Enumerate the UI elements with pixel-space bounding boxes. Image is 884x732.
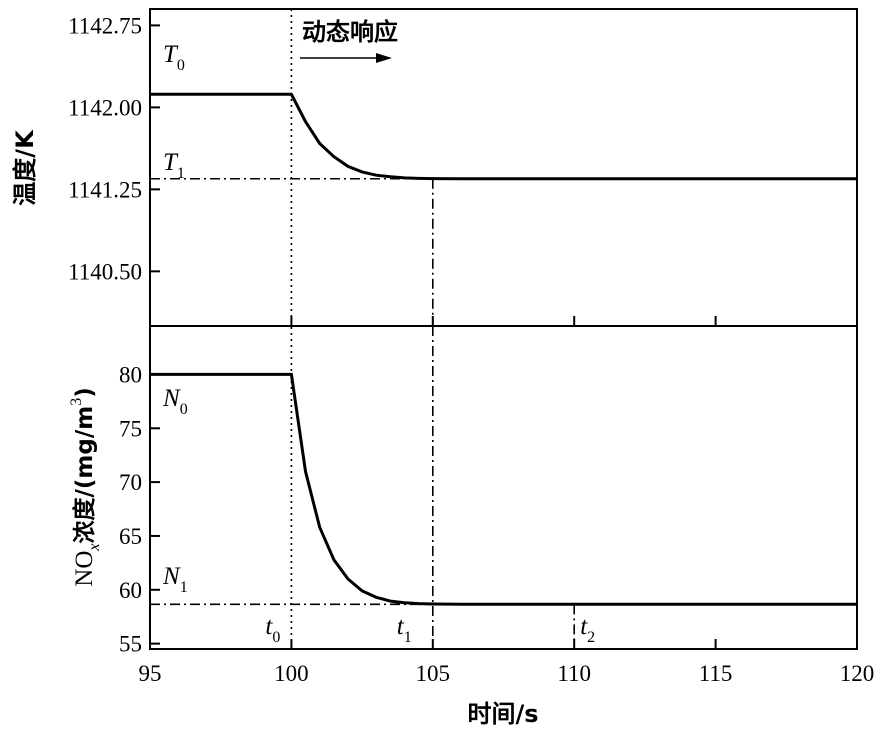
bottom-y-ticks: 55 60 65 70 75 80 xyxy=(119,362,160,657)
top-x-ticks xyxy=(149,316,858,326)
ylabel-sup-3: 3 xyxy=(68,398,85,406)
svg-text:NOx浓度/(mg/m3): NOx浓度/(mg/m3) xyxy=(68,387,103,586)
bottom-y-tick-label: 60 xyxy=(119,578,142,603)
bottom-x-ticks xyxy=(149,639,858,649)
bottom-guides xyxy=(150,326,576,649)
x-tick-label: 105 xyxy=(416,661,451,686)
time-marker-t0: t0 xyxy=(265,613,280,646)
top-y-axis-label: 温度/K xyxy=(11,129,39,206)
label-T0: T0 xyxy=(163,41,185,74)
top-y-tick-label: 1142.00 xyxy=(68,95,142,120)
x-tick-label: 95 xyxy=(139,661,162,686)
x-tick-labels: 95 100 105 110 115 120 xyxy=(139,661,875,686)
x-tick-label: 115 xyxy=(699,661,733,686)
bottom-panel-frame xyxy=(149,325,858,650)
top-y-tick-label: 1140.50 xyxy=(68,259,142,284)
bottom-y-tick-label: 65 xyxy=(119,524,142,549)
bottom-y-tick-label: 75 xyxy=(119,416,142,441)
bottom-y-tick-label: 80 xyxy=(119,362,142,387)
top-y-ticks: 1140.50 1141.25 1142.00 1142.75 xyxy=(68,13,160,284)
top-y-tick-label: 1141.25 xyxy=(68,177,142,202)
bottom-y-axis-label: NOx浓度/(mg/m3) xyxy=(68,387,103,586)
bottom-y-tick-label: 55 xyxy=(119,632,142,657)
ylabel-no: NO xyxy=(71,551,98,587)
top-guides xyxy=(150,9,490,649)
temperature-series-line xyxy=(150,92,857,181)
label-N0: N0 xyxy=(162,385,188,418)
label-T1: T1 xyxy=(163,149,185,182)
time-marker-t1: t1 xyxy=(397,613,412,646)
top-panel-frame xyxy=(149,8,858,327)
ylabel-close: ) xyxy=(72,387,98,398)
top-y-tick-label: 1142.75 xyxy=(68,13,142,38)
x-tick-label: 100 xyxy=(274,661,309,686)
ylabel-sub-x: x xyxy=(86,544,103,552)
x-axis-label: 时间/s xyxy=(467,700,538,728)
time-marker-t2: t2 xyxy=(580,613,595,646)
label-N1: N1 xyxy=(162,563,188,596)
nox-series-line xyxy=(150,372,857,606)
x-tick-label: 120 xyxy=(840,661,875,686)
dynamic-response-annotation: 动态响应 xyxy=(302,18,398,46)
ylabel-concentration: 浓度/(mg/m xyxy=(71,406,98,544)
time-marker-labels: t0 t1 t2 xyxy=(265,613,595,646)
x-tick-label: 110 xyxy=(557,661,591,686)
dynamic-response-arrow xyxy=(300,53,392,63)
bottom-y-tick-label: 70 xyxy=(119,470,142,495)
